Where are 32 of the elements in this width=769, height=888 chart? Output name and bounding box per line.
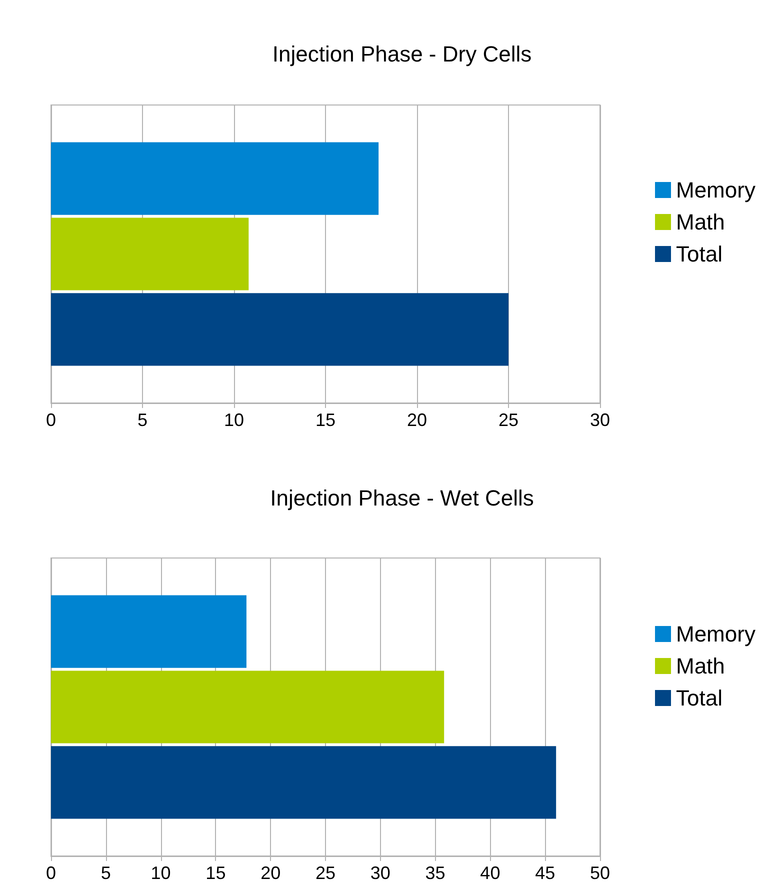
x-tick-label: 0 [46,863,56,883]
chart-title: Injection Phase - Wet Cells [270,486,534,510]
x-tick-label: 40 [480,863,500,883]
bar [51,218,249,290]
legend-label: Total [676,242,722,266]
x-tick-label: 35 [425,863,446,883]
x-tick-label: 45 [535,863,556,883]
legend-label: Memory [676,178,756,202]
x-tick-label: 5 [100,863,111,883]
legend-label: Math [676,654,725,678]
legend-label: Total [676,686,722,710]
x-tick-label: 20 [406,410,428,430]
bar [51,293,508,366]
x-tick-label: 15 [206,863,226,883]
bar [51,595,246,668]
x-tick-label: 10 [150,863,171,883]
x-tick-label: 0 [46,410,56,430]
x-tick-label: 25 [315,863,336,883]
chart-title: Injection Phase - Dry Cells [272,42,532,66]
x-tick-label: 25 [498,410,519,430]
x-tick-label: 30 [590,410,610,430]
legend-label: Math [676,210,725,234]
x-tick-label: 10 [224,410,244,430]
bar [51,746,556,819]
x-tick-label: 50 [590,863,610,883]
bar [51,142,379,215]
x-tick-label: 5 [137,410,148,430]
bar [51,670,444,744]
x-tick-label: 30 [370,863,390,883]
x-tick-label: 20 [260,863,281,883]
legend-label: Memory [676,622,756,646]
x-tick-label: 15 [315,410,336,430]
